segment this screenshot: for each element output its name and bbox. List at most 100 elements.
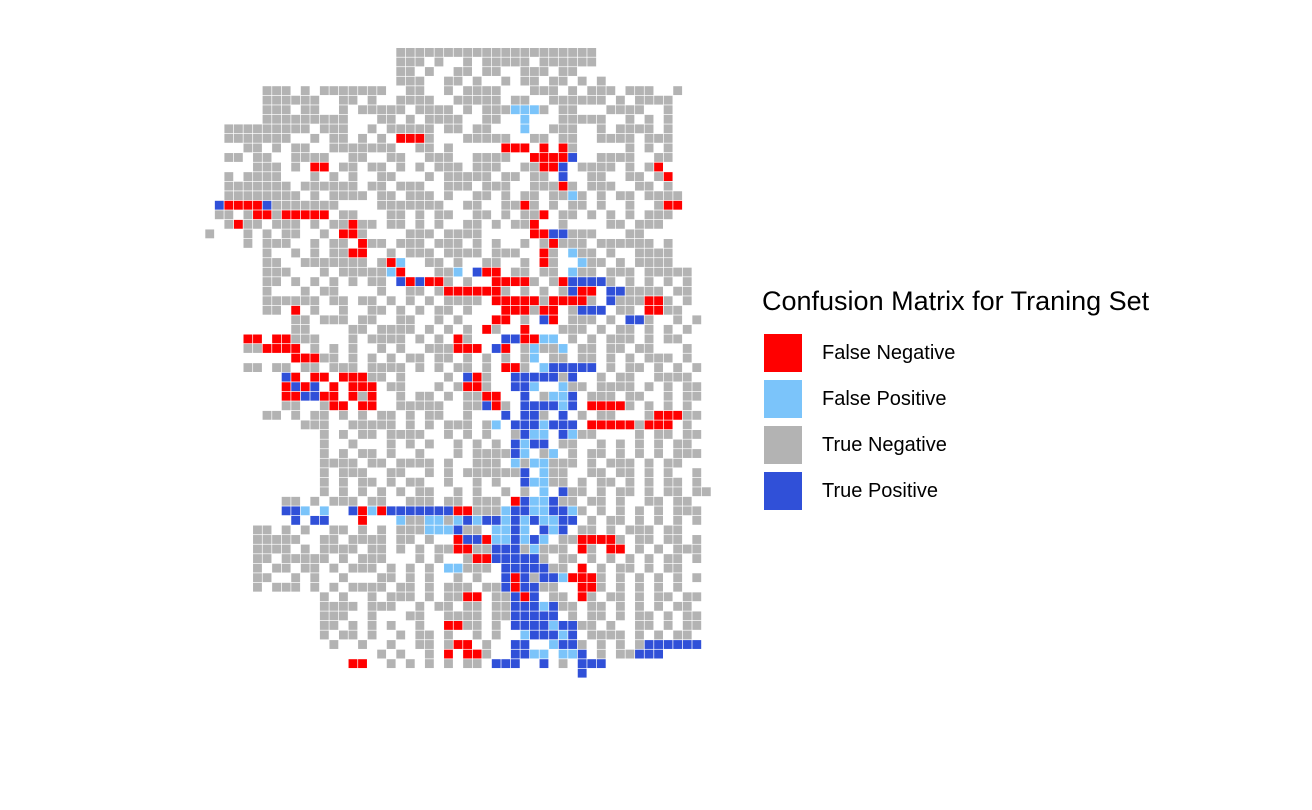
tile-false-negative (606, 544, 616, 554)
tile-true-positive (520, 420, 530, 430)
legend-title: Confusion Matrix for Traning Set (762, 286, 1150, 316)
tile-true-negative (644, 95, 654, 105)
tile-false-negative (453, 334, 463, 344)
tile-true-positive (644, 640, 654, 649)
tile-true-positive (568, 391, 578, 401)
tile-true-negative (424, 391, 434, 401)
tile-true-negative (434, 382, 444, 392)
tile-true-negative (453, 363, 463, 372)
tile-true-negative (530, 67, 539, 76)
tile-true-negative (587, 172, 597, 181)
tile-false-negative (549, 239, 558, 248)
tile-true-negative (300, 200, 310, 210)
tile-true-negative (587, 229, 597, 239)
tile-true-negative (377, 649, 387, 659)
tile-true-negative (615, 296, 625, 306)
tile-true-negative (482, 382, 492, 392)
tile-true-positive (453, 525, 463, 535)
tile-true-positive (291, 506, 301, 516)
tile-true-negative (262, 162, 272, 172)
tile-true-negative (291, 401, 301, 411)
tile-true-negative (615, 506, 625, 516)
tile-false-negative (463, 506, 472, 516)
tile-false-negative (348, 659, 358, 669)
tile-true-negative (596, 133, 606, 143)
tile-true-negative (558, 496, 568, 506)
tile-true-negative (596, 172, 606, 181)
tile-true-negative (501, 153, 511, 162)
tile-true-negative (329, 124, 339, 134)
tile-false-positive (472, 515, 482, 525)
tile-true-negative (463, 334, 472, 344)
tile-true-negative (472, 401, 482, 411)
tile-false-positive (539, 535, 549, 544)
tile-true-negative (405, 477, 415, 487)
tile-true-negative (405, 229, 415, 239)
tile-true-negative (654, 95, 663, 105)
tile-true-negative (415, 162, 425, 172)
tile-false-negative (615, 544, 625, 554)
tile-true-negative (539, 67, 549, 76)
tile-true-negative (319, 458, 329, 468)
tile-false-negative (520, 592, 530, 602)
tile-true-positive (530, 515, 539, 525)
tile-true-negative (348, 258, 358, 267)
tile-true-negative (463, 525, 472, 535)
tile-true-negative (339, 267, 348, 277)
tile-true-negative (329, 611, 339, 621)
tile-true-negative (291, 535, 301, 544)
tile-true-negative (319, 592, 329, 602)
tile-true-negative (482, 649, 492, 659)
tile-false-negative (587, 535, 597, 544)
legend-item-false-negative: False Negative (762, 330, 1149, 376)
tile-true-negative (615, 640, 625, 649)
tile-true-negative (319, 621, 329, 630)
tile-true-negative (233, 124, 243, 134)
tile-true-negative (281, 133, 291, 143)
tile-true-negative (434, 410, 444, 420)
tile-true-negative (386, 248, 396, 258)
tile-false-positive (424, 515, 434, 525)
tile-true-negative (520, 191, 530, 201)
tile-true-negative (539, 286, 549, 296)
tile-true-negative (558, 219, 568, 229)
tile-true-negative (577, 57, 587, 67)
tile-true-negative (367, 277, 377, 287)
tile-true-negative (329, 582, 339, 592)
tile-true-negative (358, 391, 367, 401)
tile-true-negative (415, 95, 425, 105)
tile-true-negative (434, 48, 444, 57)
tile-true-negative (596, 439, 606, 449)
tile-true-negative (367, 105, 377, 115)
tile-true-negative (348, 601, 358, 611)
tile-false-negative (339, 372, 348, 382)
tile-true-negative (377, 487, 387, 497)
tile-true-positive (530, 582, 539, 592)
tile-false-negative (596, 420, 606, 430)
tile-true-negative (482, 133, 492, 143)
tile-true-negative (444, 181, 453, 191)
tile-true-positive (510, 621, 520, 630)
tile-true-negative (663, 458, 673, 468)
tile-false-negative (491, 391, 501, 401)
tile-true-negative (577, 506, 587, 516)
tile-true-negative (339, 296, 348, 306)
tile-true-negative (415, 191, 425, 201)
tile-true-negative (339, 124, 348, 134)
tile-false-positive (453, 267, 463, 277)
tile-true-negative (482, 496, 492, 506)
tile-true-positive (520, 554, 530, 563)
tile-true-negative (635, 391, 644, 401)
tile-true-negative (339, 630, 348, 640)
tile-true-negative (558, 114, 568, 124)
tile-true-positive (501, 410, 511, 420)
tile-true-negative (281, 554, 291, 563)
tile-false-positive (501, 506, 511, 516)
tile-false-positive (539, 477, 549, 487)
tile-true-negative (549, 124, 558, 134)
tile-true-negative (463, 611, 472, 621)
tile-true-negative (243, 344, 253, 353)
tile-true-negative (291, 554, 301, 563)
tile-true-negative (673, 525, 683, 535)
tile-true-negative (615, 334, 625, 344)
